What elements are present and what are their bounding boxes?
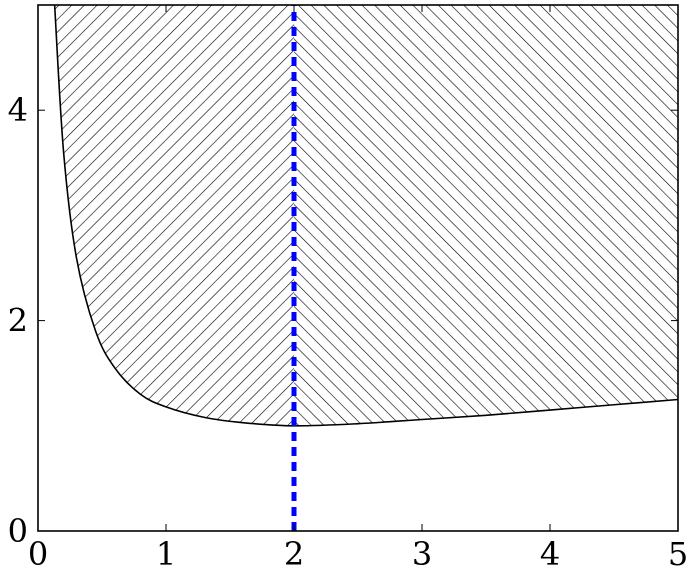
axes [37,4,679,532]
x-tick-label: 2 [284,535,304,573]
hatched-region [54,5,678,426]
ticks: 0 1 2 3 4 5 0 2 4 [8,5,688,573]
boundary-curve [53,4,679,427]
y-tick-label: 4 [8,91,28,129]
y-tick-label: 0 [8,512,28,550]
x-tick-label: 1 [156,535,176,573]
x-tick-label: 4 [540,535,560,573]
y-tick-label: 2 [8,302,28,340]
plot-frame [37,4,679,532]
x-tick-label: 0 [28,535,48,573]
hatch-fill-left [54,5,294,426]
x-tick-label: 5 [668,535,688,573]
hatch-fill-right [294,5,678,426]
boundary-curve-group [53,4,679,427]
x-tick-label: 3 [412,535,432,573]
